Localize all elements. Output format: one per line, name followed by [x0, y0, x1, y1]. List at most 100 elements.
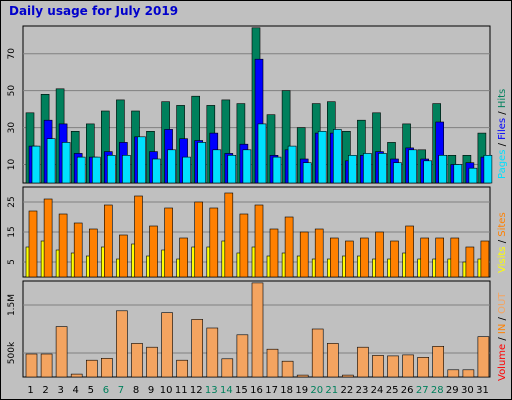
bar-volume-day-21: [326, 343, 339, 378]
bar-sites-day-1: [28, 210, 38, 278]
bar-volume-day-13: [206, 327, 219, 378]
legend-sites: Sites: [497, 212, 508, 237]
bar-pages-day-24: [378, 153, 387, 184]
bar-sites-day-3: [58, 213, 68, 278]
bar-sites-day-23: [360, 237, 369, 278]
bar-volume-day-15: [236, 334, 249, 378]
bar-sites-day-26: [405, 225, 414, 278]
bar-volume-day-18: [281, 360, 294, 378]
bar-volume-day-29: [447, 369, 460, 378]
bar-pages-day-20: [317, 131, 327, 184]
bar-pages-day-9: [152, 158, 161, 184]
bar-volume-day-7: [116, 310, 128, 378]
bar-sites-day-17: [269, 228, 279, 278]
bar-volume-day-14: [221, 358, 234, 378]
bar-sites-day-13: [209, 207, 219, 278]
x-tick-label-day: 8: [133, 385, 139, 396]
bar-sites-day-15: [239, 213, 249, 278]
x-tick-label-day: 29: [446, 385, 459, 396]
bar-volume-day-26: [402, 354, 414, 378]
bar-pages-day-29: [453, 164, 463, 184]
x-tick-label-day: 16: [250, 385, 263, 396]
legend-in: IN: [497, 323, 508, 335]
x-tick-label-day: 19: [295, 385, 308, 396]
bar-sites-day-7: [119, 234, 128, 278]
bar-pages-day-26: [408, 149, 417, 184]
bar-volume-day-23: [357, 346, 369, 378]
x-tick-label-day: 27: [416, 385, 429, 396]
bar-sites-day-29: [450, 237, 460, 278]
x-tick-label-day: 25: [386, 385, 399, 396]
x-tick-label-day: 21: [325, 385, 338, 396]
bar-volume-day-10: [161, 312, 173, 378]
x-tick-label-day: 6: [103, 385, 109, 396]
bar-sites-day-10: [164, 207, 173, 278]
legend-pages: Pages: [497, 149, 508, 179]
bar-sites-day-28: [435, 237, 445, 278]
x-tick-label-day: 26: [401, 385, 414, 396]
y-tick-label: 70: [7, 48, 17, 60]
bar-volume-day-12: [191, 319, 203, 378]
bar-volume-day-30: [462, 369, 475, 378]
x-tick-label-day: 30: [461, 385, 474, 396]
bar-sites-day-20: [314, 228, 324, 278]
bar-pages-day-21: [332, 129, 342, 184]
bar-pages-day-22: [348, 155, 357, 184]
x-tick-label-day: 14: [220, 385, 233, 396]
bar-sites-day-2: [43, 198, 53, 278]
bar-volume-day-3: [55, 326, 68, 378]
bar-sites-day-25: [390, 240, 399, 278]
y-tick-label: 15: [7, 226, 17, 237]
bar-volume-day-20: [311, 328, 324, 378]
x-tick-label-day: 28: [431, 385, 444, 396]
bar-sites-day-22: [345, 240, 354, 278]
bar-pages-day-15: [242, 149, 252, 184]
bar-sites-day-21: [329, 237, 339, 278]
x-tick-label-day: 10: [160, 385, 173, 396]
y-tick-label: 1.5M: [7, 294, 17, 316]
bar-volume-day-17: [266, 348, 279, 378]
bar-pages-day-2: [46, 138, 56, 184]
bar-sites-day-11: [179, 237, 188, 278]
bar-sites-day-16: [254, 204, 264, 278]
x-tick-label-day: 1: [27, 385, 33, 396]
bar-volume-day-4: [70, 373, 83, 378]
bar-pages-day-25: [393, 162, 402, 184]
bar-pages-day-4: [76, 156, 86, 184]
bar-pages-day-31: [483, 155, 493, 184]
x-tick-label-day: 17: [265, 385, 278, 396]
bar-pages-day-27: [423, 160, 433, 184]
bar-pages-day-7: [122, 155, 131, 184]
bar-pages-day-19: [302, 162, 312, 184]
y-tick-label: 5: [7, 259, 17, 265]
bar-volume-day-9: [146, 346, 158, 378]
x-tick-label-day: 15: [235, 385, 248, 396]
bar-volume-day-6: [101, 357, 113, 378]
x-tick-label-day: 3: [58, 385, 64, 396]
bar-volume-day-27: [417, 356, 430, 378]
x-tick-label-day: 5: [88, 385, 94, 396]
bar-volume-day-8: [131, 343, 143, 378]
bar-sites-day-4: [73, 222, 83, 278]
bar-sites-day-30: [465, 246, 475, 278]
bar-pages-day-10: [167, 149, 176, 184]
legend-out: OUT: [497, 292, 508, 314]
bar-volume-day-25: [387, 355, 399, 378]
bar-pages-day-16: [257, 123, 267, 184]
y-tick-label: 50: [7, 85, 17, 97]
legend-volume: Volume: [497, 343, 508, 381]
x-tick-label-day: 7: [118, 385, 124, 396]
bar-pages-day-3: [61, 142, 71, 184]
x-tick-label-day: 4: [73, 385, 79, 396]
bar-pages-day-17: [272, 156, 282, 184]
bar-pages-day-11: [182, 156, 191, 184]
bar-pages-day-5: [92, 156, 101, 184]
bar-volume-day-28: [432, 345, 445, 378]
bar-sites-day-14: [224, 192, 234, 278]
bar-pages-day-23: [363, 153, 372, 184]
x-tick-label-day: 31: [476, 385, 489, 396]
bar-pages-day-12: [197, 142, 206, 184]
legend-visits: Visits: [497, 246, 508, 273]
bar-pages-day-13: [212, 149, 222, 184]
